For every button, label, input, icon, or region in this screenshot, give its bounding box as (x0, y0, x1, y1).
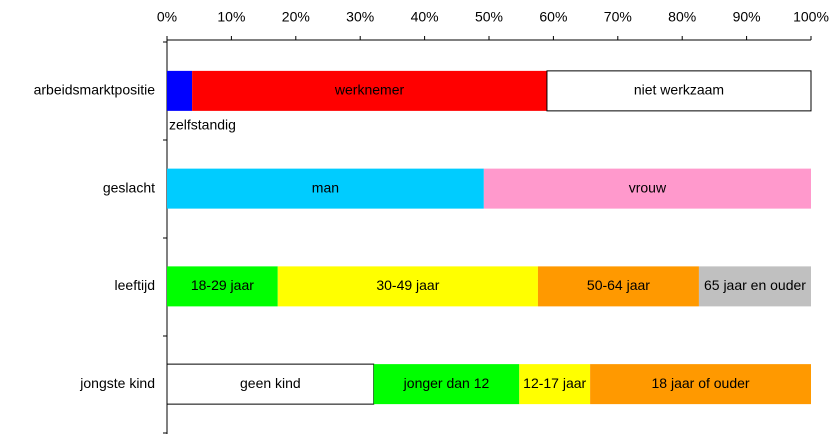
x-tick-label: 10% (217, 9, 245, 25)
segment-label: 18-29 jaar (191, 277, 254, 293)
x-tick-label: 0% (157, 9, 177, 25)
segment-label: 65 jaar en ouder (704, 277, 806, 293)
bar-segment (483, 168, 811, 209)
x-tick-label: 90% (733, 9, 761, 25)
x-tick-label: 70% (604, 9, 632, 25)
segment-label: man (312, 179, 339, 195)
bar-segment (546, 70, 812, 112)
y-tick-label: jongste kind (79, 375, 155, 391)
y-tick-label: geslacht (103, 179, 155, 195)
segment-label: geen kind (240, 375, 301, 391)
bar-segment (167, 266, 278, 307)
bar-segment (167, 168, 484, 209)
segment-label: vrouw (629, 179, 667, 195)
bar-segment (698, 266, 811, 307)
segment-label: jonger dan 12 (403, 375, 490, 391)
segment-label: 12-17 jaar (523, 375, 586, 391)
x-tick-label: 40% (411, 9, 439, 25)
x-tick-label: 100% (793, 9, 829, 25)
segment-label: niet werkzaam (634, 82, 724, 98)
x-tick-label: 30% (346, 9, 374, 25)
segment-label: zelfstandig (169, 117, 236, 133)
y-tick-label: arbeidsmarktpositie (34, 82, 156, 98)
y-tick-label: leeftijd (115, 277, 155, 293)
segment-label: 30-49 jaar (376, 277, 439, 293)
x-tick-label: 60% (539, 9, 567, 25)
bar-segment (373, 364, 520, 405)
bar-segment (167, 70, 193, 111)
segment-label: werknemer (334, 82, 405, 98)
x-tick-label: 50% (475, 9, 503, 25)
bar-segment (590, 364, 811, 405)
bar-segment (192, 70, 547, 111)
bar-segment (519, 364, 591, 405)
bar-segment (537, 266, 699, 307)
segment-label: 18 jaar of ouder (652, 375, 750, 391)
segment-label: 50-64 jaar (587, 277, 650, 293)
x-tick-label: 20% (282, 9, 310, 25)
bar-segment (277, 266, 538, 307)
x-tick-label: 80% (668, 9, 696, 25)
